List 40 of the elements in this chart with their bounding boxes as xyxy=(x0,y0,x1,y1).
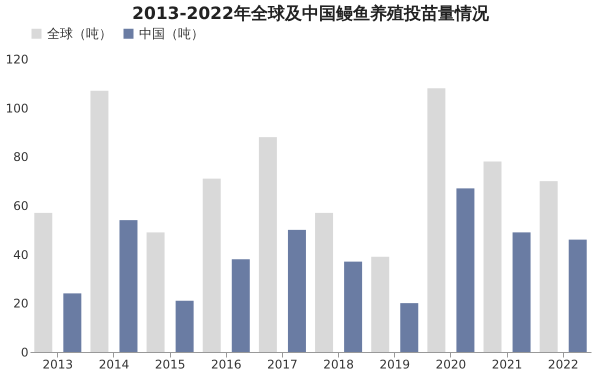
bar xyxy=(344,262,362,352)
legend-label: 全球（吨） xyxy=(47,26,112,42)
x-tick-label: 2013 xyxy=(42,358,74,372)
bar xyxy=(400,303,418,352)
x-tick-label: 2020 xyxy=(436,358,466,372)
bar xyxy=(63,293,82,352)
bar xyxy=(456,188,474,352)
x-tick-label: 2015 xyxy=(154,358,186,372)
x-tick-label: 2017 xyxy=(267,358,298,372)
bar xyxy=(540,181,558,352)
y-tick-label: 100 xyxy=(6,101,28,116)
x-tick-label: 2022 xyxy=(548,358,578,372)
x-tick-label: 2016 xyxy=(210,358,242,372)
bar xyxy=(258,137,277,352)
bar xyxy=(202,178,221,352)
bar xyxy=(484,162,502,352)
y-tick-label: 40 xyxy=(13,248,28,262)
bar xyxy=(176,300,194,352)
y-tick-label: 20 xyxy=(13,296,28,311)
bar xyxy=(427,88,446,352)
bar xyxy=(90,90,108,352)
x-tick-label: 2018 xyxy=(323,358,354,372)
bar xyxy=(34,212,52,352)
y-tick-label: 0 xyxy=(20,346,28,360)
bar xyxy=(146,232,165,352)
bar xyxy=(315,212,334,352)
bar xyxy=(568,240,587,352)
bar xyxy=(288,230,306,352)
bar xyxy=(371,256,390,352)
x-tick-label: 2014 xyxy=(98,358,130,372)
y-tick-label: 80 xyxy=(13,150,28,164)
x-tick-label: 2021 xyxy=(492,358,522,372)
y-tick-label: 120 xyxy=(6,52,28,66)
bar xyxy=(232,259,250,352)
y-tick-label: 60 xyxy=(13,199,28,213)
legend-label: 中国（吨） xyxy=(139,26,204,42)
x-tick-label: 2019 xyxy=(379,358,410,372)
bar xyxy=(512,232,531,352)
bar xyxy=(119,220,138,352)
chart-title: 2013-2022年全球及中国鳗鱼养殖投苗量情况 xyxy=(132,4,490,24)
